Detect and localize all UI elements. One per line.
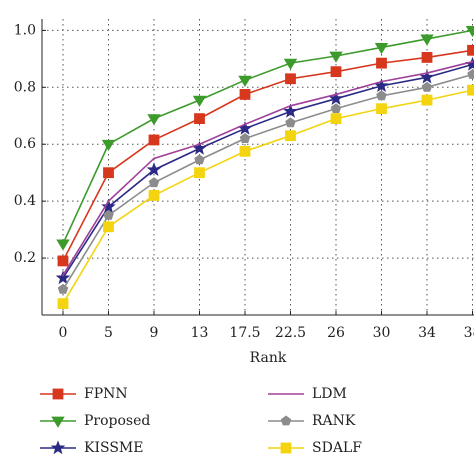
marker [376, 103, 387, 115]
marker [56, 239, 70, 251]
x-tick-label: 13 [191, 325, 209, 341]
series-line [62, 73, 473, 290]
marker [57, 255, 69, 267]
marker [467, 84, 474, 96]
marker [285, 117, 296, 128]
series-line [62, 60, 473, 276]
marker [467, 69, 474, 79]
marker [330, 103, 342, 114]
marker [194, 113, 205, 125]
series-line [62, 29, 473, 245]
marker [329, 51, 343, 63]
x-tick-label: 26 [327, 325, 345, 341]
y-tick-label: 1.0 [14, 22, 36, 38]
point [380, 80, 383, 83]
series-line [62, 63, 473, 279]
marker [239, 133, 251, 143]
marker [148, 177, 160, 188]
point [153, 157, 155, 160]
x-tick-label: 22.5 [275, 325, 306, 341]
marker [465, 25, 474, 38]
marker [280, 442, 292, 454]
marker [238, 75, 252, 87]
marker [283, 58, 298, 70]
marker [194, 167, 205, 179]
marker [421, 81, 433, 92]
marker [101, 199, 116, 214]
marker [194, 154, 205, 165]
marker [146, 162, 162, 177]
y-tick-label: 0.6 [14, 136, 36, 152]
marker [147, 114, 161, 126]
legend-label: FPNN [84, 386, 128, 402]
series-line [62, 49, 473, 262]
legend-label: LDM [312, 386, 347, 402]
marker [101, 139, 116, 152]
marker [57, 298, 69, 310]
point [244, 123, 246, 126]
x-tick-label: 34 [418, 325, 436, 341]
point [289, 104, 292, 107]
marker [283, 103, 298, 118]
marker [420, 34, 434, 46]
marker [421, 52, 433, 63]
x-tick-label: 9 [150, 325, 159, 341]
marker [239, 145, 251, 157]
legend-label: KISSME [84, 440, 143, 456]
marker [374, 43, 389, 55]
marker [50, 440, 66, 455]
x-tick-label: 30 [373, 325, 391, 341]
marker [330, 66, 342, 78]
marker [376, 57, 387, 69]
marker [239, 89, 251, 100]
marker [376, 90, 387, 101]
legend-label: RANK [312, 413, 356, 429]
point [426, 72, 428, 75]
point [62, 274, 64, 277]
x-tick-label: 0 [59, 325, 68, 341]
series-line [62, 89, 473, 305]
marker [374, 78, 389, 93]
legend-label: SDALF [312, 440, 362, 456]
marker [148, 134, 160, 146]
marker [285, 73, 296, 85]
x-tick-label: 5 [104, 325, 113, 341]
marker [467, 44, 474, 56]
x-tick-label: 38 [464, 325, 474, 341]
point [471, 60, 474, 63]
marker [51, 416, 65, 428]
marker [419, 69, 435, 84]
y-tick-label: 0.4 [14, 193, 36, 209]
marker [192, 95, 207, 107]
y-tick-label: 0.8 [14, 79, 36, 95]
y-tick-label: 0.2 [14, 250, 36, 266]
marker [103, 209, 114, 220]
marker [465, 56, 474, 71]
marker [421, 94, 433, 106]
point [107, 200, 110, 203]
marker [57, 283, 69, 294]
legend-label: Proposed [84, 413, 150, 429]
marker [55, 270, 71, 285]
marker [103, 221, 114, 233]
marker [280, 415, 292, 426]
marker [103, 167, 114, 179]
marker [328, 91, 344, 105]
marker [52, 388, 64, 400]
x-axis-label: Rank [250, 350, 287, 366]
marker [148, 190, 160, 201]
marker [285, 130, 296, 142]
marker [330, 113, 342, 125]
x-tick-label: 17.5 [229, 325, 260, 341]
point [335, 93, 337, 96]
point [198, 143, 201, 146]
